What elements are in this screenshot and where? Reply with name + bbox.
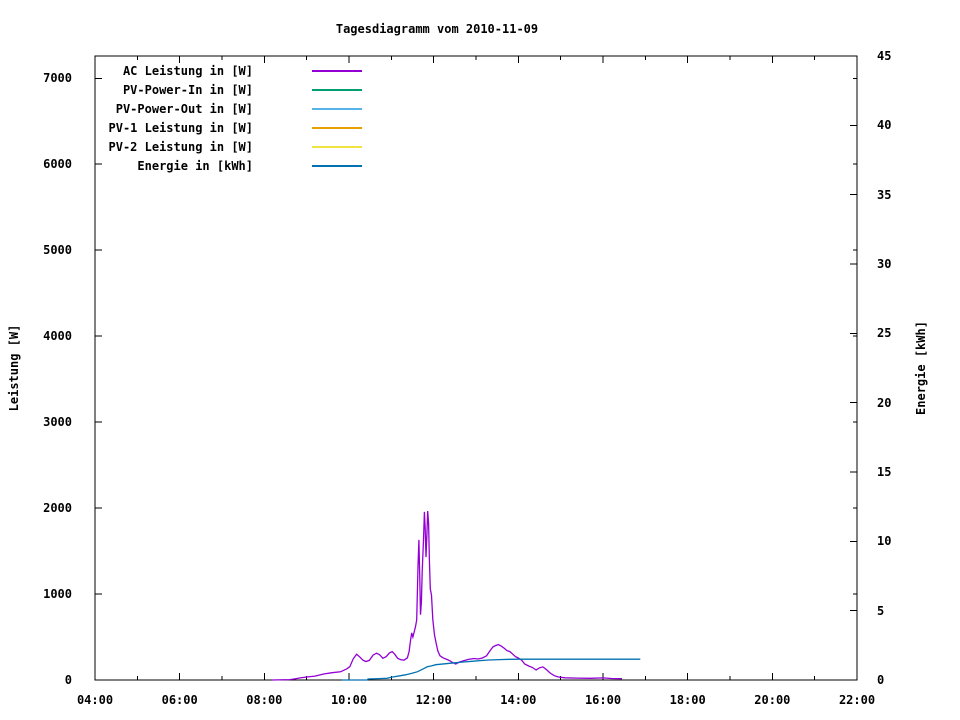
y-left-tick-label: 7000 (43, 71, 72, 86)
legend-line-swatch (312, 70, 362, 72)
y-right-tick-label: 20 (877, 395, 892, 410)
y-left-tick-label: 0 (64, 673, 72, 687)
x-tick-label: 18:00 (669, 693, 706, 707)
x-tick-label: 06:00 (161, 693, 198, 707)
x-tick-label: 08:00 (246, 693, 283, 707)
y-right-tick-label: 35 (877, 187, 892, 202)
legend-label: PV-1 Leistung in [W] (108, 121, 254, 135)
legend-label: PV-Power-Out in [W] (115, 102, 253, 116)
x-tick-label: 22:00 (838, 693, 876, 707)
y-right-tick-label: 45 (877, 49, 892, 63)
x-tick-label: 12:00 (415, 693, 452, 707)
legend-line-swatch (312, 146, 362, 148)
y-left-tick-label: 1000 (43, 587, 72, 602)
x-tick-label: 10:00 (330, 693, 368, 707)
x-tick-label: 04:00 (76, 693, 114, 707)
x-tick-label: 16:00 (584, 693, 622, 707)
y-left-tick-label: 5000 (43, 243, 72, 258)
legend-label: AC Leistung in [W] (122, 64, 253, 78)
y-left-tick-label: 3000 (43, 415, 72, 430)
y-right-tick-label: 25 (877, 326, 892, 341)
y-left-tick-label: 2000 (43, 501, 72, 516)
series-line-ac-leistung-in-w (271, 510, 623, 681)
y-right-tick-label: 5 (877, 603, 885, 618)
y-left-tick-label: 6000 (43, 157, 72, 172)
y-right-tick-label: 30 (877, 257, 892, 271)
chart-title: Tagesdiagramm vom 2010-11-09 (335, 22, 539, 36)
legend-label: PV-Power-In in [W] (122, 83, 253, 97)
legend-label: PV-2 Leistung in [W] (108, 140, 254, 154)
y-right-tick-label: 10 (877, 534, 892, 549)
y-right-tick-label: 40 (877, 118, 892, 133)
legend-line-swatch (312, 165, 362, 167)
legend-line-swatch (312, 127, 362, 129)
legend-label: Energie in [kWh] (137, 159, 253, 173)
x-tick-label: 20:00 (754, 693, 791, 707)
y-left-tick-label: 4000 (43, 329, 72, 344)
x-tick-label: 14:00 (500, 693, 537, 707)
y-right-tick-label: 15 (877, 465, 892, 479)
legend-line-swatch (312, 89, 362, 91)
series-line-energie-in-kwh (341, 658, 641, 681)
y-right-tick-label: 0 (877, 673, 885, 687)
legend-line-swatch (312, 108, 362, 110)
